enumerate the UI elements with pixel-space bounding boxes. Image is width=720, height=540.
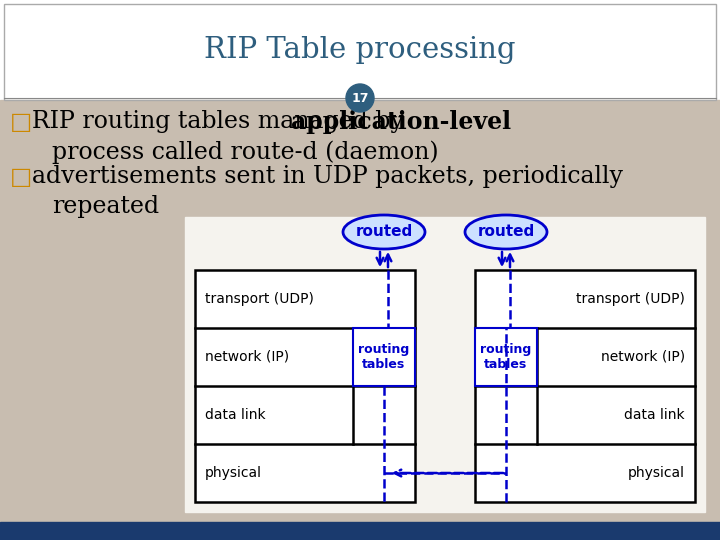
Bar [0,522,720,540]
Text: physical: physical [205,466,262,480]
Text: RIP Table processing: RIP Table processing [204,36,516,64]
Text: network (IP): network (IP) [601,350,685,364]
Text: advertisements sent in UDP packets, periodically: advertisements sent in UDP packets, peri… [32,165,623,188]
Ellipse shape [343,215,425,249]
Text: data link: data link [205,408,266,422]
Text: RIP routing tables managed by: RIP routing tables managed by [32,110,411,133]
Text: process called route-d (daemon): process called route-d (daemon) [52,140,438,164]
Text: 17: 17 [351,91,369,105]
Text: routing
tables: routing tables [359,343,410,371]
Text: □: □ [10,110,32,134]
Bar [0,100,720,522]
Bar [0,0,720,100]
Bar [185,217,705,512]
Text: routed: routed [477,225,535,240]
Bar [195,270,415,502]
Text: □: □ [10,165,32,189]
Text: transport (UDP): transport (UDP) [576,292,685,306]
Bar [4,4,716,100]
Text: transport (UDP): transport (UDP) [205,292,314,306]
Text: routing
tables: routing tables [480,343,531,371]
Bar [353,328,415,386]
Text: network (IP): network (IP) [205,350,289,364]
Text: application-level: application-level [292,110,512,134]
Text: physical: physical [628,466,685,480]
Text: routed: routed [356,225,413,240]
Ellipse shape [465,215,547,249]
Text: data link: data link [624,408,685,422]
Bar [475,270,695,502]
Bar [475,328,537,386]
Circle shape [346,84,374,112]
Text: repeated: repeated [52,195,159,218]
